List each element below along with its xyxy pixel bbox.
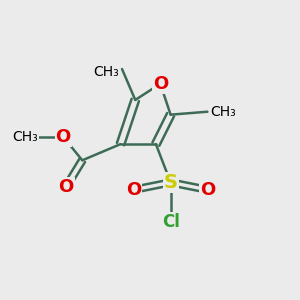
Text: CH₃: CH₃: [93, 65, 119, 79]
Text: CH₃: CH₃: [210, 105, 236, 119]
Text: Cl: Cl: [162, 213, 179, 231]
Text: O: O: [153, 75, 168, 93]
Text: S: S: [164, 173, 178, 192]
Text: O: O: [200, 181, 215, 199]
Text: CH₃: CH₃: [12, 130, 38, 144]
Text: O: O: [58, 178, 74, 196]
Text: O: O: [126, 181, 141, 199]
Text: O: O: [56, 128, 71, 146]
